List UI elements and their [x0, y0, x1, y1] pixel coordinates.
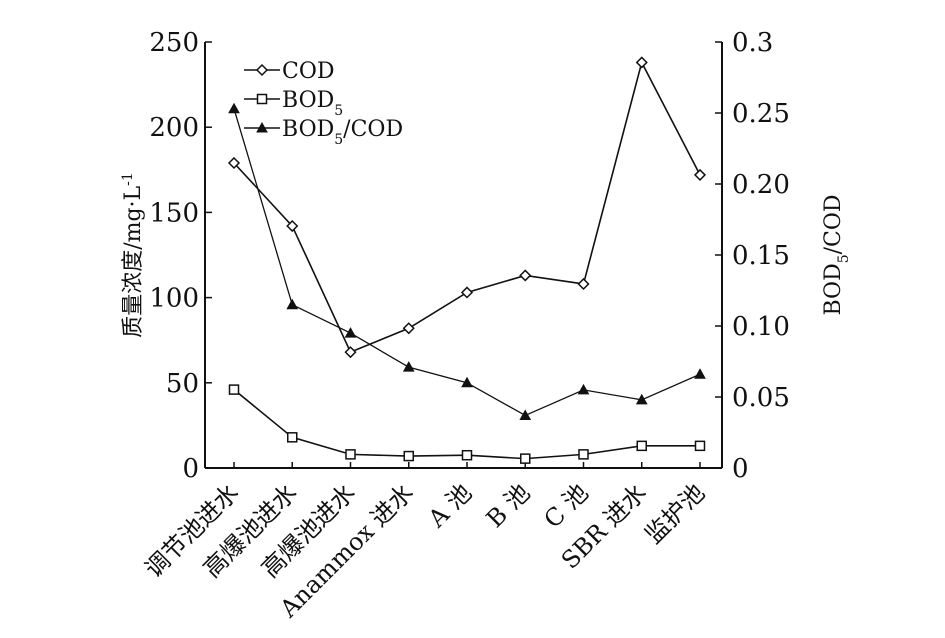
- axis-labels: 质量浓度/mg·L-1 BOD5/COD: [120, 172, 852, 338]
- series-line: [233, 108, 701, 417]
- data-point: [636, 440, 647, 452]
- legend-subscript: 5: [334, 132, 343, 148]
- data-point: [256, 121, 268, 133]
- data-point: [228, 384, 240, 395]
- data-point: [461, 376, 473, 388]
- data-point: [694, 368, 706, 379]
- data-point: [577, 277, 590, 291]
- x-tick-label: A 池: [422, 478, 477, 533]
- left-tick-label: 200: [149, 113, 199, 143]
- series-bod5: [228, 384, 706, 464]
- right-tick-label: 0.20: [732, 170, 790, 200]
- right-tick-label: 0.10: [732, 312, 790, 342]
- data-point: [228, 102, 240, 114]
- right-y-axis-label: BOD5/COD: [821, 194, 852, 315]
- data-point: [345, 449, 356, 460]
- left-y-axis: 0 50 100 150 200 250: [149, 28, 212, 484]
- data-point: [693, 168, 707, 181]
- data-point: [694, 440, 706, 452]
- left-tick-label: 50: [166, 369, 199, 399]
- right-y-axis-label-sub: 5: [836, 254, 852, 263]
- x-tick-label: 监护池: [640, 478, 711, 549]
- legend-subscript: 5: [334, 103, 343, 119]
- data-point: [403, 450, 414, 462]
- left-y-axis-label-main: 质量浓度/mg·L: [121, 185, 146, 337]
- legend-text-part: BOD: [282, 88, 334, 113]
- legend-text-part: COD: [282, 59, 335, 84]
- data-point: [520, 453, 531, 464]
- legend-label-bod5-cod: BOD5/COD: [282, 117, 403, 148]
- left-y-axis-label-sup: -1: [120, 172, 136, 186]
- series-line: [233, 388, 700, 460]
- data-point: [256, 93, 268, 105]
- data-point: [286, 298, 299, 310]
- data-point: [255, 63, 269, 77]
- right-tick-label: 0.25: [732, 99, 790, 129]
- x-tick-label: B 池: [481, 478, 536, 533]
- legend-text-part: BOD: [282, 117, 334, 142]
- right-tick-label: 0.15: [732, 241, 790, 271]
- right-y-axis-label-part: /COD: [821, 194, 846, 254]
- right-tick-label: 0: [732, 454, 749, 484]
- series-bod5-cod-ratio: [228, 102, 706, 420]
- data-point: [286, 219, 299, 233]
- left-tick-label: 250: [149, 28, 199, 58]
- data-point: [578, 449, 589, 460]
- right-y-axis-label-part: BOD: [821, 263, 846, 315]
- left-tick-label: 0: [182, 454, 199, 484]
- data-point: [577, 383, 590, 395]
- data-point: [402, 322, 415, 335]
- data-point: [402, 361, 415, 372]
- left-y-axis-label: 质量浓度/mg·L-1: [120, 172, 146, 338]
- data-point: [635, 393, 648, 405]
- right-tick-label: 0.05: [732, 383, 790, 413]
- data-point: [635, 56, 648, 69]
- legend-label-bod5: BOD5: [282, 88, 343, 119]
- data-point: [461, 449, 473, 461]
- data-point: [227, 156, 241, 170]
- data-point: [344, 327, 357, 338]
- legend-label-cod: COD: [282, 59, 335, 84]
- right-y-axis: 0 0.05 0.10 0.15 0.20 0.25 0.3: [715, 28, 790, 484]
- data-point: [519, 409, 532, 420]
- left-tick-label: 150: [149, 198, 199, 228]
- series-cod: [227, 56, 707, 359]
- series-layer: [227, 56, 707, 464]
- right-tick-label: 0.3: [732, 28, 773, 58]
- left-tick-label: 100: [149, 284, 199, 314]
- legend-text-part: /COD: [343, 117, 403, 142]
- data-point: [460, 286, 474, 299]
- data-point: [344, 346, 357, 359]
- data-point: [519, 269, 532, 282]
- data-point: [287, 432, 298, 443]
